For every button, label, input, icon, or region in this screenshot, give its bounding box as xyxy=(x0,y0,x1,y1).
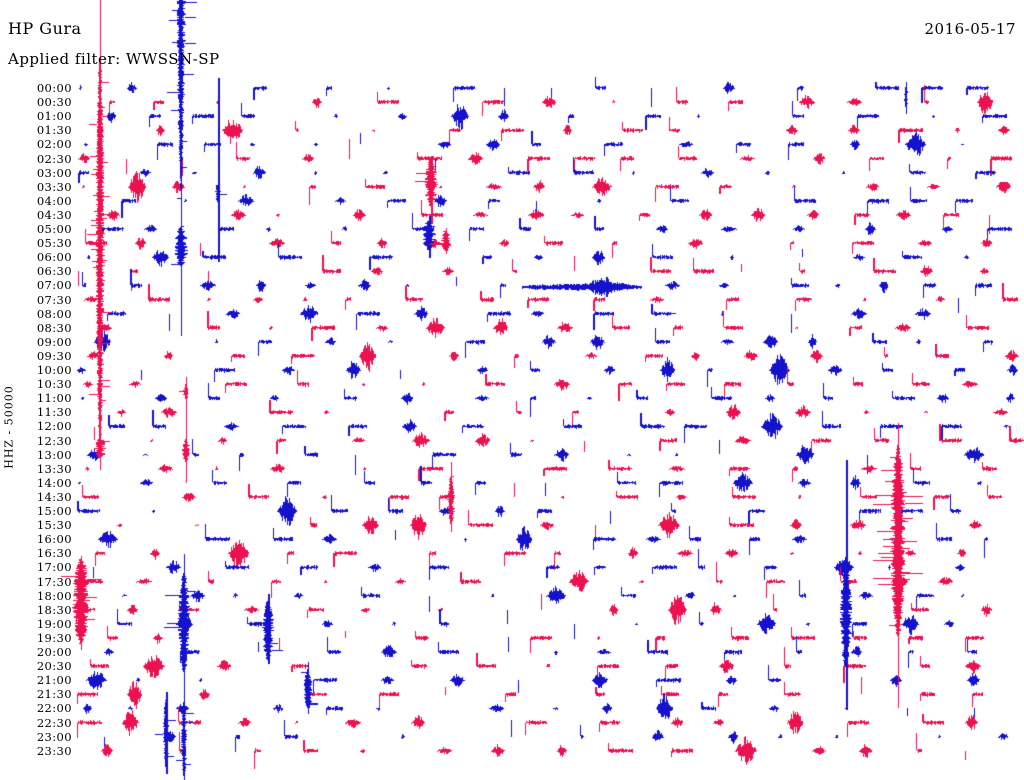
time-label: 03:00 xyxy=(36,165,72,180)
time-label: 10:00 xyxy=(36,363,72,377)
time-label: 08:30 xyxy=(36,320,72,335)
time-label: 08:00 xyxy=(36,306,72,321)
time-label: 20:30 xyxy=(36,659,72,674)
time-label: 21:00 xyxy=(36,673,72,688)
time-label: 22:30 xyxy=(36,715,72,730)
time-label: 05:30 xyxy=(36,236,72,251)
time-label: 00:30 xyxy=(36,95,72,110)
time-label: 21:30 xyxy=(36,687,72,702)
time-label: 12:30 xyxy=(36,433,72,448)
time-label: 07:30 xyxy=(36,292,72,307)
time-label: 01:30 xyxy=(36,123,72,138)
time-label: 11:00 xyxy=(36,391,72,406)
time-label: 04:30 xyxy=(36,207,72,222)
time-label: 06:30 xyxy=(36,264,72,279)
time-label: 04:00 xyxy=(36,193,72,208)
time-label: 01:00 xyxy=(36,109,72,124)
time-label: 20:00 xyxy=(36,645,72,659)
time-label: 13:00 xyxy=(36,447,72,462)
time-label: 13:30 xyxy=(36,461,72,476)
time-label: 09:30 xyxy=(36,348,72,363)
time-label: 15:30 xyxy=(36,518,72,533)
time-label: 18:00 xyxy=(36,588,72,603)
time-label: 17:00 xyxy=(36,560,72,575)
filter-label: Applied filter: WWSSN-SP xyxy=(8,50,220,68)
time-label: 02:00 xyxy=(36,137,72,152)
time-label: 16:00 xyxy=(36,532,72,547)
time-label: 19:00 xyxy=(36,616,72,631)
time-label: 09:00 xyxy=(36,334,72,349)
time-label: 03:30 xyxy=(36,179,72,194)
time-label: 10:30 xyxy=(36,377,72,392)
time-label: 06:00 xyxy=(36,250,72,265)
time-label: 14:30 xyxy=(36,489,72,504)
time-label: 15:00 xyxy=(36,504,72,518)
time-label: 18:30 xyxy=(36,602,72,617)
time-label: 16:30 xyxy=(36,546,72,561)
time-label: 05:00 xyxy=(36,222,72,236)
time-label: 23:00 xyxy=(36,729,72,744)
time-label: 07:00 xyxy=(36,278,72,293)
time-label: 12:00 xyxy=(36,419,72,434)
time-label: 00:00 xyxy=(36,81,72,95)
time-label: 19:30 xyxy=(36,630,72,645)
time-label: 23:30 xyxy=(36,743,72,758)
time-label: 02:30 xyxy=(36,151,72,166)
time-label: 11:30 xyxy=(36,405,72,420)
station-title: HP Gura xyxy=(8,19,82,38)
plot-date: 2016-05-17 xyxy=(924,20,1016,38)
time-label: 14:00 xyxy=(36,475,72,490)
time-label: 22:00 xyxy=(36,701,72,716)
time-label: 17:30 xyxy=(36,574,72,589)
